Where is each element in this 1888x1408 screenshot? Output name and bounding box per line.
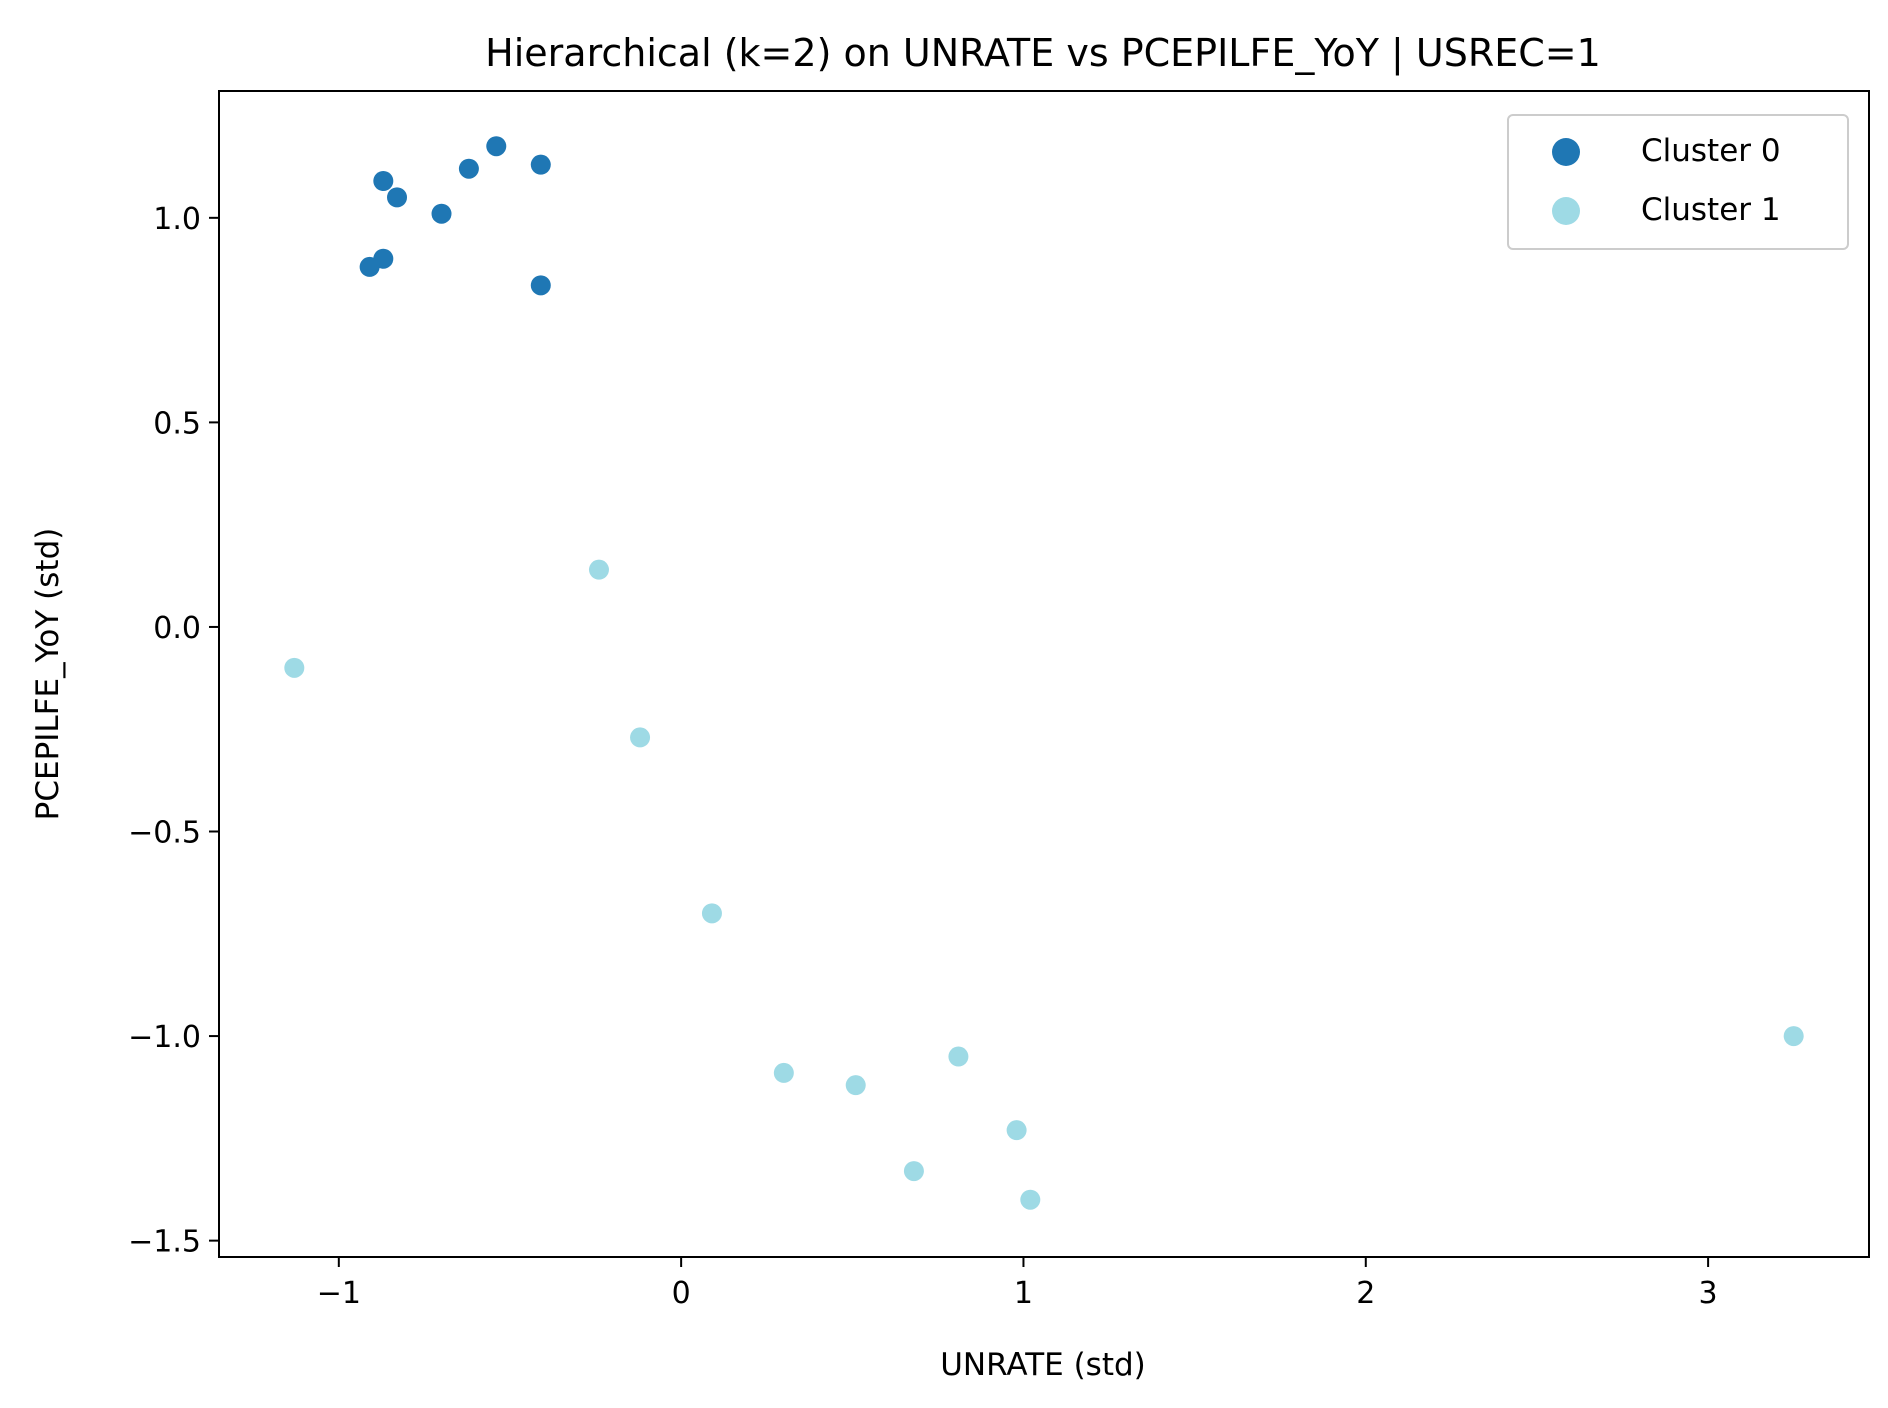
data-point-cluster-1	[1783, 1026, 1804, 1047]
x-axis: −1 0 1 2 3	[317, 1257, 1718, 1311]
data-point-cluster-1	[284, 657, 305, 678]
legend: Cluster 0 Cluster 1	[1507, 114, 1849, 250]
data-point-cluster-1	[903, 1161, 924, 1182]
legend-label-cluster-0: Cluster 0	[1641, 133, 1781, 169]
data-point-cluster-0	[530, 275, 551, 296]
x-axis-label: UNRATE (std)	[940, 1347, 1146, 1383]
y-tick-label: −0.5	[128, 816, 201, 851]
y-tick-label: −1.0	[128, 1020, 201, 1055]
x-tick-label: 3	[1699, 1276, 1718, 1311]
chart-title: Hierarchical (k=2) on UNRATE vs PCEPILFE…	[485, 31, 1601, 76]
x-tick-label: −1	[317, 1276, 361, 1311]
data-point-cluster-0	[486, 136, 507, 157]
data-point-cluster-1	[630, 727, 651, 748]
y-tick-label: 0.5	[153, 406, 201, 441]
y-tick-label: −1.5	[128, 1225, 201, 1260]
data-point-cluster-0	[431, 203, 452, 224]
legend-marker-cluster-1	[1552, 197, 1580, 225]
legend-marker-cluster-0	[1552, 138, 1580, 166]
data-point-cluster-1	[1020, 1189, 1041, 1210]
y-tick-label: 0.0	[153, 611, 201, 646]
data-point-cluster-0	[530, 154, 551, 175]
plot-area	[284, 136, 1804, 1210]
data-point-cluster-1	[845, 1075, 866, 1096]
data-point-cluster-1	[948, 1046, 969, 1067]
data-point-cluster-0	[373, 171, 394, 192]
x-tick-label: 1	[1014, 1276, 1033, 1311]
x-tick-label: 2	[1356, 1276, 1375, 1311]
y-axis: −1.5 −1.0 −0.5 0.0 0.5 1.0	[128, 202, 219, 1260]
legend-label-cluster-1: Cluster 1	[1641, 192, 1781, 228]
y-tick-label: 1.0	[153, 202, 201, 237]
y-axis-label: PCEPILFE_YoY (std)	[30, 528, 66, 821]
data-point-cluster-1	[701, 903, 722, 924]
data-point-cluster-0	[458, 158, 479, 179]
data-point-cluster-1	[1006, 1120, 1027, 1141]
data-point-cluster-1	[773, 1062, 794, 1083]
legend-frame	[1507, 114, 1849, 250]
data-point-cluster-1	[588, 559, 609, 580]
x-tick-label: 0	[672, 1276, 691, 1311]
data-point-cluster-0	[387, 187, 408, 208]
data-point-cluster-0	[359, 256, 380, 277]
plot-frame	[218, 90, 1870, 1258]
